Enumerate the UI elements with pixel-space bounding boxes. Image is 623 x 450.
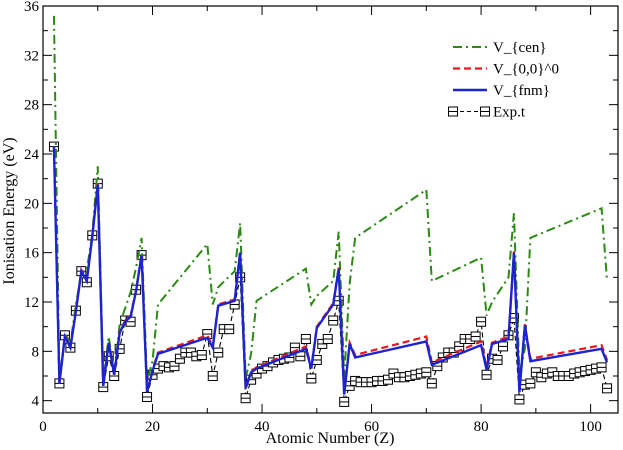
x-tick-label: 60 (364, 419, 379, 435)
series-line-1 (52, 146, 609, 395)
exp-data-point (470, 331, 481, 342)
exp-data-point (492, 354, 503, 365)
x-tick-label: 20 (145, 419, 160, 435)
exp-data-point (328, 315, 339, 326)
y-tick-label: 24 (24, 147, 40, 163)
exp-data-point (196, 350, 207, 361)
exp-data-point (213, 347, 224, 358)
exp-data-point (300, 334, 311, 344)
legend-item: V_{0,0}^0 (453, 62, 559, 78)
exp-data-point (240, 393, 251, 404)
legend-item: V_{fnm} (453, 83, 550, 99)
exp-data-point (421, 367, 432, 378)
x-tick-label: 40 (255, 419, 270, 435)
y-tick-label: 36 (24, 0, 40, 15)
legend-label: V_{fnm} (493, 83, 550, 99)
exp-data-point (514, 394, 525, 405)
legend: V_{cen} V_{0,0}^0 V_{fnm} Exp.t (448, 40, 559, 121)
exp-data-point (498, 341, 508, 352)
exp-data-point (142, 391, 153, 402)
y-tick-label: 8 (32, 344, 40, 360)
y-tick-label: 4 (32, 394, 40, 410)
plot-frame (42, 5, 619, 414)
legend-label: V_{cen} (493, 40, 547, 56)
exp-data-point (306, 373, 317, 384)
exp-data-point (207, 371, 218, 381)
x-tick-label: 0 (39, 419, 47, 435)
series-line-3 (53, 146, 608, 403)
legend-item: V_{cen} (453, 40, 547, 56)
exp-data-point (596, 362, 607, 373)
y-tick-label: 32 (24, 48, 39, 64)
exp-data-point (476, 316, 487, 327)
legend-label: Exp.t (493, 105, 526, 121)
exp-data-point (481, 369, 492, 380)
exp-data-point (322, 334, 333, 344)
x-tick-label: 80 (474, 419, 489, 435)
exp-data-point (426, 378, 437, 389)
plot-area (48, 15, 613, 407)
exp-data-point (383, 374, 393, 385)
legend-item: Exp.t (448, 105, 526, 121)
series-line-2 (52, 146, 609, 395)
x-tick-label: 100 (579, 419, 602, 435)
y-tick-label: 12 (24, 295, 39, 311)
x-axis-label: Atomic Number (Z) (266, 430, 395, 447)
exp-data-point (224, 324, 235, 335)
y-tick-label: 16 (24, 246, 40, 262)
y-axis-label: Ionisation Energy (eV) (1, 137, 18, 284)
legend-label: V_{0,0}^0 (493, 62, 559, 78)
y-tick-label: 28 (24, 98, 39, 114)
exp-data-point (174, 353, 185, 364)
exp-data-point (339, 396, 350, 407)
exp-data-point (525, 378, 536, 389)
exp-data-point (169, 361, 180, 372)
exp-data-point (602, 383, 613, 394)
y-tick-label: 20 (24, 196, 39, 212)
